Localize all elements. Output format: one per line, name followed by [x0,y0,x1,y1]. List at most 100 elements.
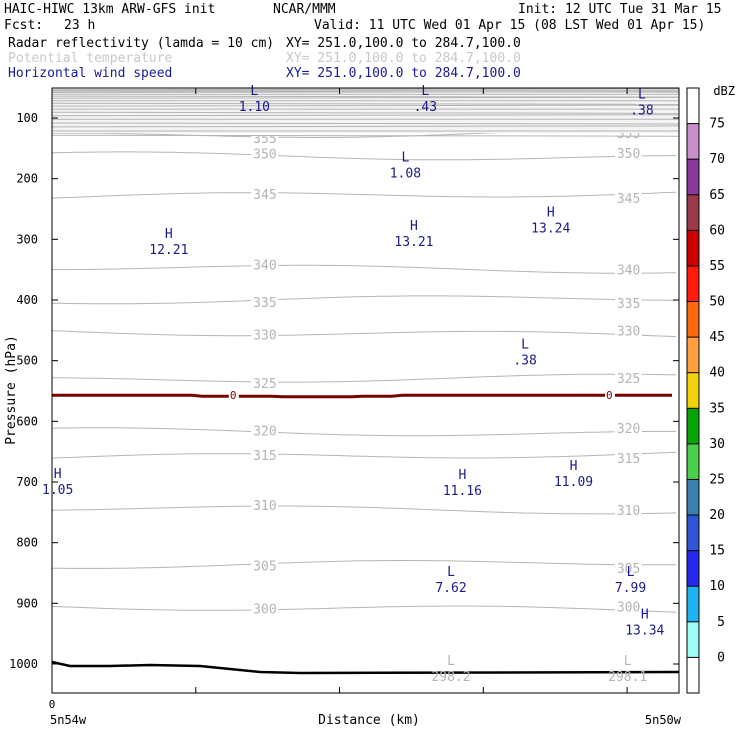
theta-label-bg [614,192,642,207]
colorbar-swatch [687,372,699,409]
colorbar-swatch [687,515,699,551]
y-tick-label: 100 [16,111,38,125]
theta-contour [51,427,676,437]
theta-label-bg [251,602,279,617]
colorbar-swatch [687,586,699,622]
theta-label-bg [614,422,642,437]
freezing-label-bg [228,389,239,402]
theta-contour [51,605,677,613]
colorbar-level-label: 25 [709,472,725,487]
forecast-hour: 23 h [64,18,96,33]
theta-contour [52,373,677,383]
theta-label: 330 [617,325,640,340]
theta-contour [51,330,677,338]
theta-label-bg [614,371,642,386]
upper-contour-line [51,102,680,105]
y-tick-label: 900 [16,596,38,610]
colorbar-swatch [687,621,699,658]
theta-label-bg [614,600,642,615]
upper-contour-line [51,114,680,117]
wind-extremum-marker: H [54,467,62,482]
wind-extremum-marker: H [458,468,466,483]
theta-label-bg [251,187,279,202]
theta-label: 340 [253,258,276,273]
wind-extremum-value: 13.24 [531,221,570,236]
colorbar-level-label: 75 [709,117,725,132]
colorbar-level-label: 60 [709,223,725,238]
wind-extremum-value: 12.21 [149,243,188,258]
wind-extremum-value: 7.99 [615,581,646,596]
wind-extremum-value: 13.34 [625,624,664,639]
axes-layer: 100 200 300 400 500 600 700 800 900 1000 0 5n54w 5n5… [4,88,682,728]
theta-label: 305 [253,559,276,574]
theta-label: 320 [253,424,276,439]
y-tick-label: 1000 [9,657,38,671]
theta-label-bg [251,377,279,392]
theta-extremum-marker: L [447,654,455,669]
upper-contour-line [51,95,680,98]
freezing-label-bg [605,389,616,402]
theta-contour-layer: 300 300 305 305 310 310 315 315 320 320 325 325 330 3… [51,116,677,618]
theta-contour [51,151,676,161]
upper-contour-band [51,87,680,137]
field-name-theta: Potential temperature [8,51,173,66]
colorbar-level-label: 30 [709,437,725,452]
colorbar-swatch [687,550,699,587]
wind-extremum-marker: L [521,338,529,353]
theta-label-bg [251,424,279,439]
colorbar-swatch [687,443,699,480]
y-tick-label: 800 [16,536,38,550]
upper-contour-line [51,125,680,128]
theta-contour [51,505,677,515]
wind-extremum-value: 1.10 [239,100,270,115]
theta-label: 345 [253,188,276,203]
theta-contour [51,451,677,459]
theta-label-bg [614,146,642,161]
wind-extremum-value: 1.05 [42,483,73,498]
y-tick-label: 400 [16,293,38,307]
theta-label-bg [251,147,279,162]
colorbar-swatch [687,301,699,338]
field-name-reflectivity: Radar reflectivity (lamda = 10 cm) [8,36,275,51]
wind-extremum-marker: L [627,565,635,580]
theta-label: 340 [617,264,640,279]
wind-extremum-marker: L [638,88,646,103]
wind-extremum-value: 1.08 [390,167,421,182]
theta-label-bg [251,328,279,343]
theta-contour [51,560,677,569]
theta-label-bg [614,504,642,519]
theta-label-bg [614,297,642,312]
freezing-level-label: 0 [606,389,613,402]
theta-label-bg [251,295,279,310]
colorbar-swatch [687,230,699,266]
upper-contour-line [51,91,680,93]
colorbar-swatch [687,408,699,444]
colorbar-level-label: 35 [709,401,725,416]
colorbar: 0 5 10 15 20 25 30 35 40 45 50 55 60 65 70 75 dBZ [686,84,735,694]
wind-extremum-marker: L [250,84,258,99]
field-xy-reflectivity: XY= 251.0,100.0 to 284.7,100.0 [286,36,521,51]
wind-extremum-marker: L [447,565,455,580]
y-tick-label: 300 [16,232,38,246]
x-tick-label: 0 [49,698,56,711]
colorbar-level-label: 55 [709,259,725,274]
x-axis-label: Distance (km) [318,713,420,728]
terrain-line [51,660,680,675]
x-left-label: 5n54w [50,713,87,727]
upper-contour-line [51,88,680,91]
theta-label: 345 [617,192,640,207]
colorbar-swatch [687,265,699,302]
colorbar-swatch [687,194,699,231]
theta-label: 315 [617,452,640,467]
field-xy-wind: XY= 251.0,100.0 to 284.7,100.0 [286,66,521,81]
colorbar-level-label: 45 [709,330,725,345]
theta-label: 315 [253,449,276,464]
terrain-layer [51,660,680,675]
theta-label-bg [251,559,279,574]
freezing-level-label: 0 [230,389,237,402]
valid-time: Valid: 11 UTC Wed 01 Apr 15 (08 LST Wed … [314,18,706,33]
upper-contour-line [51,96,680,99]
wind-extremum-marker: H [165,227,173,242]
theta-contour [52,264,677,274]
